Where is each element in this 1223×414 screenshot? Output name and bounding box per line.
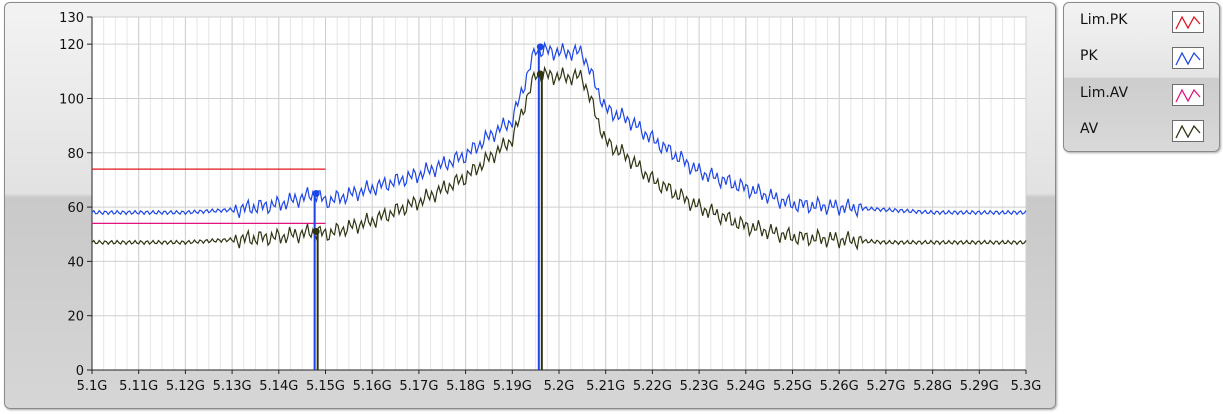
y-tick-label: 0 xyxy=(76,364,84,379)
marker-point xyxy=(312,190,320,197)
marker-point xyxy=(536,43,544,51)
x-tick-label: 5.21G xyxy=(586,379,625,394)
x-tick-label: 5.18G xyxy=(446,379,485,394)
y-tick-label: 80 xyxy=(67,147,84,162)
x-tick-label: 5.27G xyxy=(866,379,905,394)
y-tick-label: 60 xyxy=(67,201,84,216)
x-tick-label: 5.12G xyxy=(166,379,205,394)
y-tick-label: 20 xyxy=(67,310,84,325)
legend-item-av[interactable]: AV xyxy=(1068,116,1214,146)
legend-swatch-icon xyxy=(1172,120,1204,142)
x-tick-label: 5.22G xyxy=(633,379,672,394)
x-tick-label: 5.25G xyxy=(773,379,812,394)
x-tick-label: 5.16G xyxy=(353,379,392,394)
marker-point xyxy=(536,70,544,78)
legend-label: Lim.AV xyxy=(1080,85,1129,101)
series-line-pk xyxy=(91,40,1027,219)
x-tick-label: 5.28G xyxy=(913,379,952,394)
legend-label: Lim.PK xyxy=(1080,12,1128,28)
x-tick-label: 5.1G xyxy=(77,379,108,394)
legend-item-pk[interactable]: PK xyxy=(1068,43,1214,73)
line-chart: 5.1G 5.11G 5.12G 5.13G 5.14G 5.15G 5.16G 5.17G 5… xyxy=(59,11,1042,394)
legend-item-lim-av[interactable]: Lim.AV xyxy=(1068,80,1214,110)
x-tick-label: 5.11G xyxy=(119,379,158,394)
legend-item-lim-pk[interactable]: Lim.PK xyxy=(1068,7,1214,37)
legend: Lim.PK PK Lim.AV AV xyxy=(1063,2,1220,152)
x-tick-label: 5.24G xyxy=(726,379,765,394)
y-tick-label: 40 xyxy=(67,255,84,270)
legend-swatch-icon xyxy=(1172,47,1204,69)
legend-swatch-icon xyxy=(1172,11,1204,33)
x-tick-label: 5.26G xyxy=(820,379,859,394)
y-tick-label: 120 xyxy=(59,38,84,53)
x-tick-label: 5.2G xyxy=(544,379,575,394)
legend-label: AV xyxy=(1080,121,1099,137)
x-tick-label: 5.19G xyxy=(493,379,532,394)
legend-label: PK xyxy=(1080,48,1098,64)
x-tick-label: 5.14G xyxy=(259,379,298,394)
series-line-av xyxy=(91,65,1027,251)
x-tick-label: 5.15G xyxy=(306,379,345,394)
x-tick-label: 5.23G xyxy=(680,379,719,394)
x-tick-label: 5.3G xyxy=(1011,379,1042,394)
x-tick-label: 5.13G xyxy=(213,379,252,394)
x-tick-label: 5.29G xyxy=(960,379,999,394)
x-tick-label: 5.17G xyxy=(399,379,438,394)
chart-panel: 5.1G 5.11G 5.12G 5.13G 5.14G 5.15G 5.16G 5.17G 5… xyxy=(4,2,1056,409)
legend-swatch-icon xyxy=(1172,84,1204,106)
y-tick-label: 130 xyxy=(59,11,84,26)
marker-point xyxy=(312,228,320,236)
y-tick-label: 100 xyxy=(59,92,84,107)
